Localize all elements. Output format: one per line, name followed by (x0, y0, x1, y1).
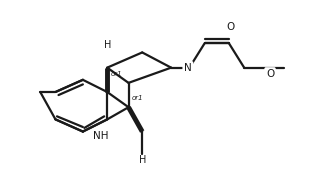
Text: O: O (266, 69, 274, 79)
Text: N: N (184, 63, 192, 73)
Text: H: H (139, 155, 146, 165)
Text: O: O (226, 22, 235, 32)
Text: H: H (104, 40, 111, 50)
Text: or1: or1 (110, 71, 122, 77)
Text: NH: NH (93, 131, 109, 141)
Text: O: O (266, 69, 274, 79)
Text: NH: NH (93, 131, 109, 141)
Text: O: O (226, 22, 235, 32)
Text: or1: or1 (132, 95, 143, 101)
Text: N: N (184, 63, 192, 73)
